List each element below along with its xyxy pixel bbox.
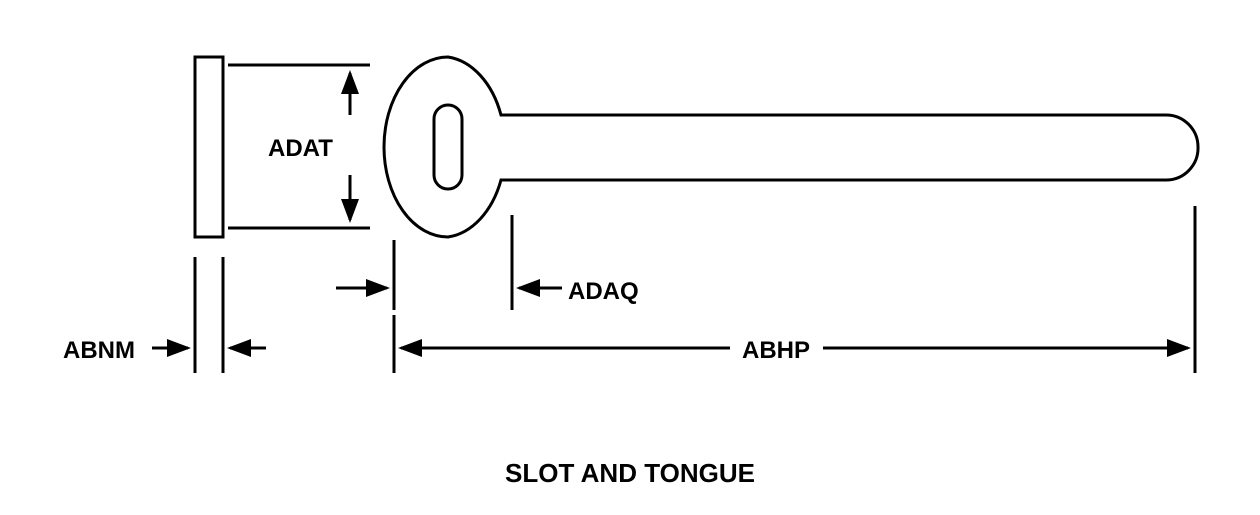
- label-adat: ADAT: [268, 135, 333, 163]
- diagram-title: SLOT AND TONGUE: [505, 458, 755, 489]
- label-abnm: ABNM: [63, 337, 135, 365]
- label-abhp: ABHP: [742, 337, 810, 365]
- diagram-svg: [0, 0, 1260, 510]
- slot-tongue-outline: [384, 57, 1198, 237]
- slot-hole: [434, 105, 462, 189]
- slot-and-tongue-diagram: ADAT ADAQ ABNM ABHP SLOT AND TONGUE: [0, 0, 1260, 510]
- side-view-rect: [195, 57, 223, 237]
- label-adaq: ADAQ: [568, 278, 639, 306]
